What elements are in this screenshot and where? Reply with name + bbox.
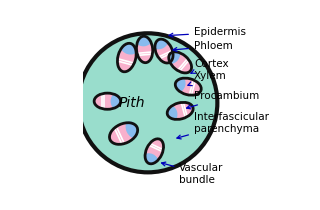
Ellipse shape: [145, 139, 164, 164]
Ellipse shape: [136, 36, 153, 63]
Ellipse shape: [175, 78, 201, 95]
Ellipse shape: [168, 51, 180, 64]
Ellipse shape: [125, 121, 138, 138]
Text: Vascular
bundle: Vascular bundle: [162, 162, 224, 185]
Ellipse shape: [167, 106, 178, 120]
Text: Interfascicular
parenchyma: Interfascicular parenchyma: [177, 112, 269, 139]
Text: Xylem: Xylem: [188, 71, 227, 86]
Ellipse shape: [109, 123, 138, 144]
Ellipse shape: [169, 52, 192, 73]
Ellipse shape: [154, 39, 168, 49]
Ellipse shape: [144, 153, 158, 164]
Text: Procambium: Procambium: [187, 91, 259, 109]
Ellipse shape: [167, 102, 193, 119]
Ellipse shape: [117, 43, 136, 72]
Ellipse shape: [121, 43, 137, 55]
Ellipse shape: [94, 93, 121, 109]
Text: Pith: Pith: [118, 96, 145, 110]
Ellipse shape: [175, 77, 186, 92]
Text: Cortex: Cortex: [191, 59, 228, 73]
Text: Phloem: Phloem: [173, 41, 233, 51]
Ellipse shape: [136, 36, 151, 46]
Ellipse shape: [155, 39, 173, 63]
Circle shape: [78, 33, 217, 172]
Text: Epidermis: Epidermis: [169, 28, 246, 37]
Ellipse shape: [111, 94, 121, 109]
